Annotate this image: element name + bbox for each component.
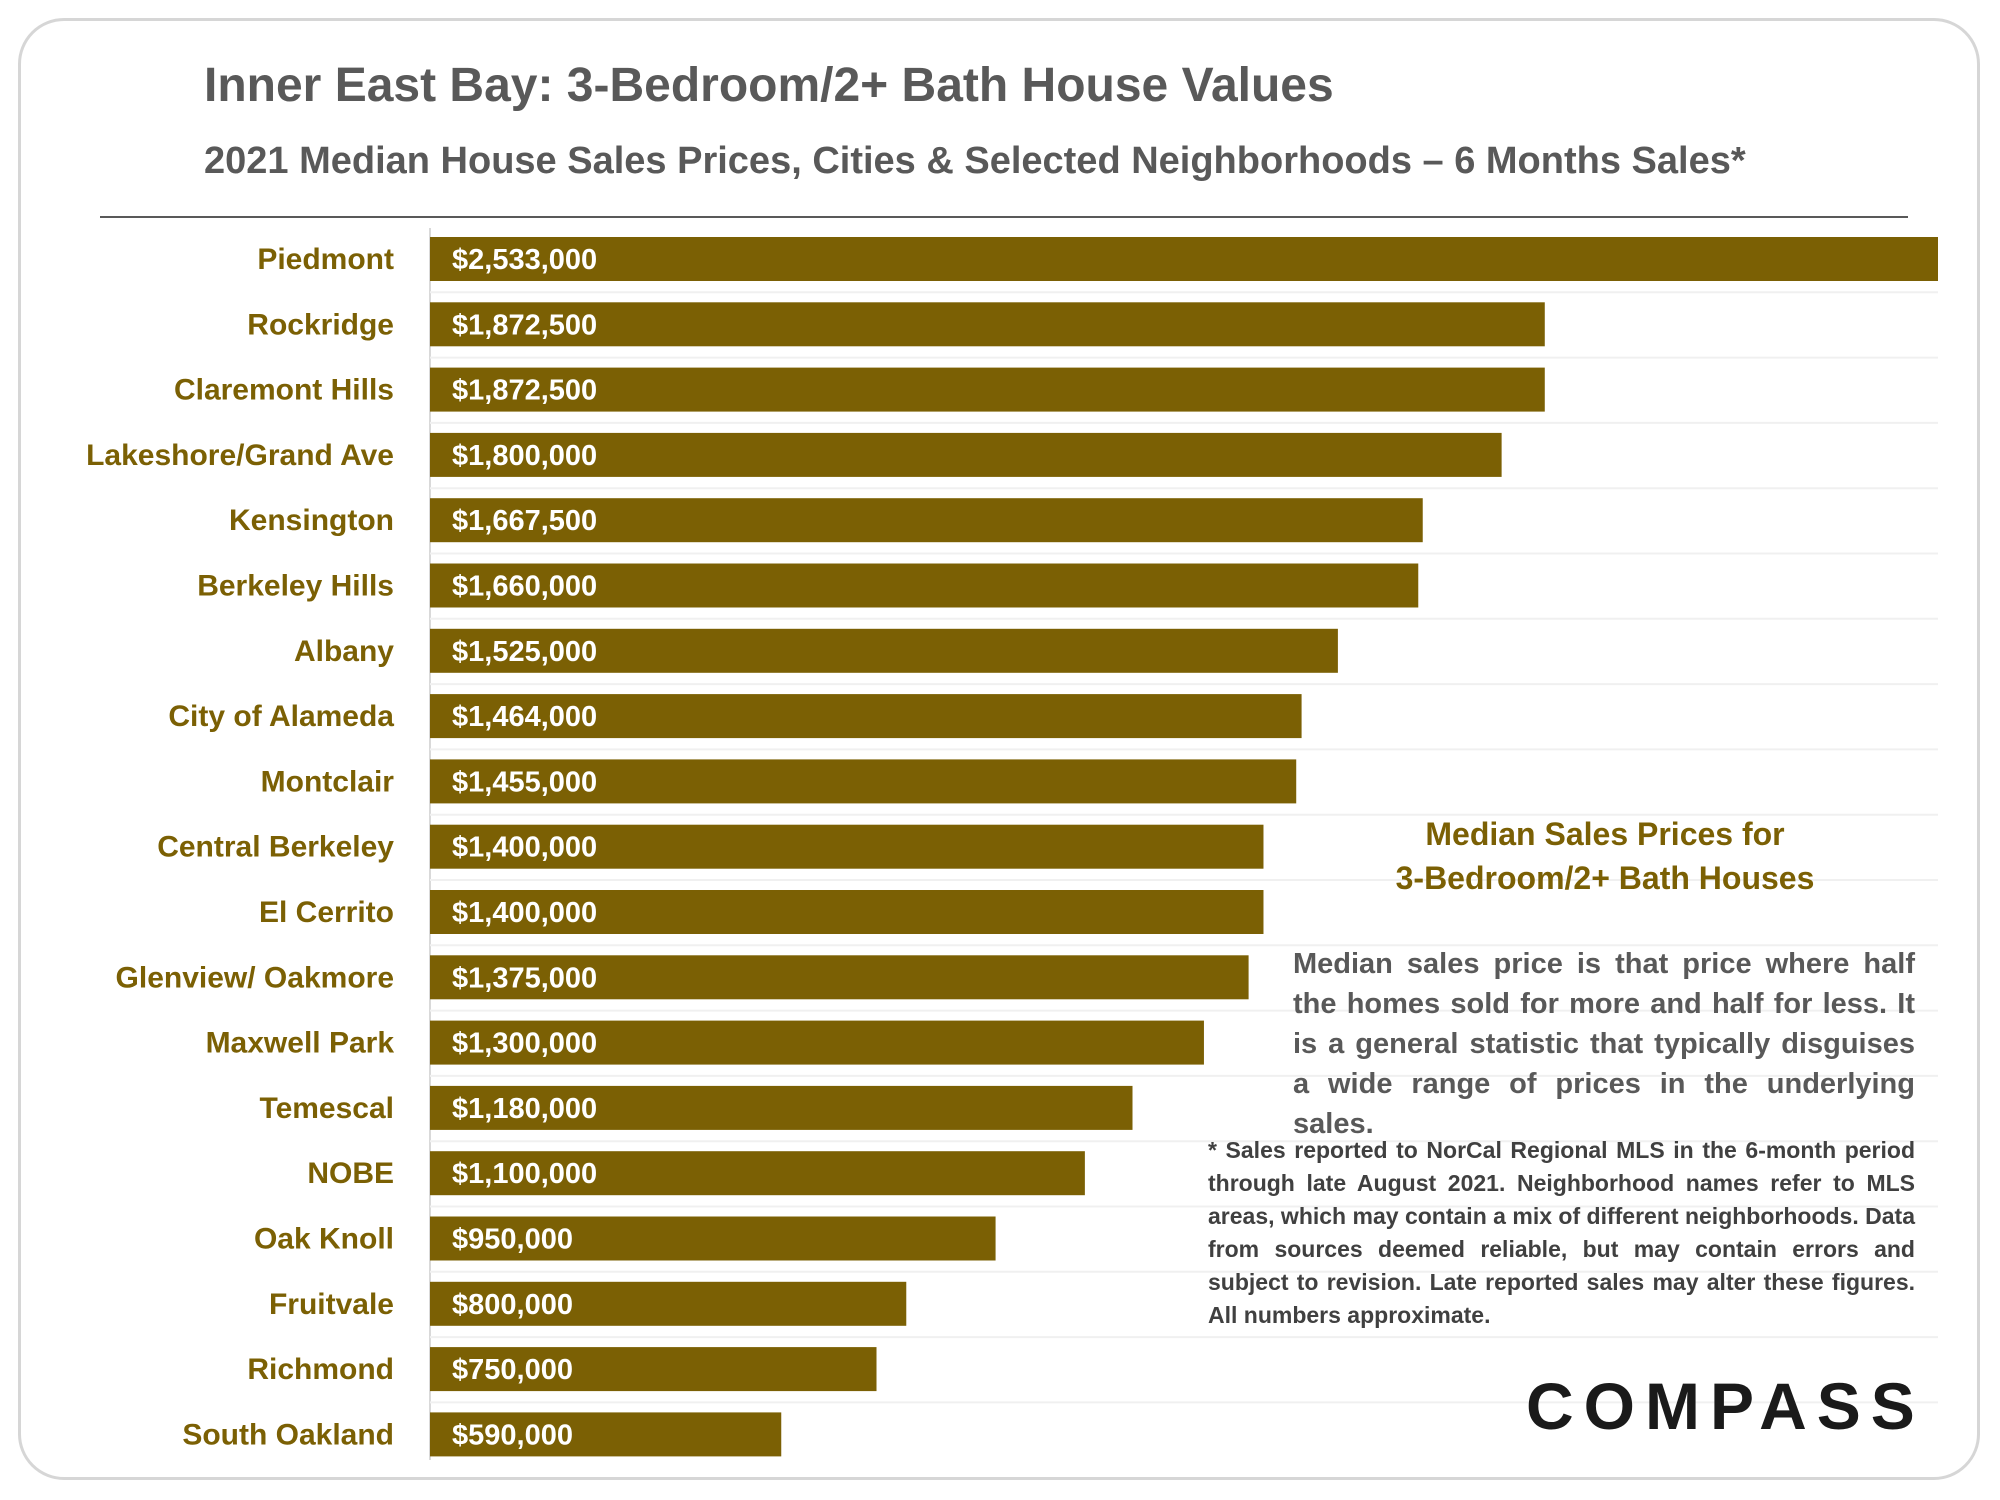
bar-value-label: $1,464,000 <box>452 701 597 733</box>
bar-value-label: $1,400,000 <box>452 832 597 864</box>
bar-value-label: $750,000 <box>452 1354 573 1386</box>
bar-value-label: $2,533,000 <box>452 244 597 276</box>
footnote: * Sales reported to NorCal Regional MLS … <box>1208 1137 1915 1328</box>
category-label: El Cerrito <box>259 896 394 929</box>
category-label: Berkeley Hills <box>197 570 394 603</box>
category-label: Oak Knoll <box>254 1223 394 1256</box>
bar <box>430 498 1423 543</box>
bar <box>430 1020 1204 1065</box>
bar-value-label: $950,000 <box>452 1224 573 1256</box>
annotation-description: Median sales price is that price where h… <box>1293 948 1915 1140</box>
bar <box>430 1151 1085 1196</box>
category-label: City of Alameda <box>168 700 394 733</box>
bar <box>430 1347 877 1392</box>
category-label: Claremont Hills <box>174 374 394 407</box>
category-label: Glenview/ Oakmore <box>116 961 394 994</box>
bar <box>430 302 1545 347</box>
bar <box>430 237 1938 281</box>
annotation-title: Median Sales Prices for 3-Bedroom/2+ Bat… <box>1330 812 1880 900</box>
bar-value-label: $1,455,000 <box>452 766 597 798</box>
bar-value-label: $1,660,000 <box>452 571 597 603</box>
bar-value-label: $800,000 <box>452 1289 573 1321</box>
bar <box>430 824 1264 869</box>
bar-value-label: $1,300,000 <box>452 1028 597 1060</box>
bar-value-label: $1,872,500 <box>452 309 597 341</box>
chart-title: Inner East Bay: 3-Bedroom/2+ Bath House … <box>204 59 1334 112</box>
bar <box>430 432 1502 477</box>
bar <box>430 628 1338 673</box>
bar-value-label: $1,800,000 <box>452 440 597 472</box>
bar-value-label: $1,872,500 <box>452 375 597 407</box>
title-divider <box>100 216 1908 218</box>
annotation-title-line2: 3-Bedroom/2+ Bath Houses <box>1395 860 1815 896</box>
bar-value-label: $1,525,000 <box>452 636 597 668</box>
bar <box>430 694 1302 739</box>
category-label: Richmond <box>247 1353 394 1386</box>
category-label: NOBE <box>307 1157 394 1190</box>
bar <box>430 1281 907 1326</box>
category-label: Piedmont <box>257 243 394 276</box>
bar <box>430 1085 1133 1130</box>
annotation-title-line1: Median Sales Prices for <box>1425 816 1785 852</box>
bar <box>430 367 1545 412</box>
category-label: Lakeshore/Grand Ave <box>86 439 394 472</box>
bar <box>430 759 1297 804</box>
compass-logo: COMPASS <box>1526 1369 1925 1443</box>
category-label: Temescal <box>259 1092 394 1125</box>
bar-value-label: $1,667,500 <box>452 505 597 537</box>
bar <box>430 563 1419 608</box>
chart-subtitle: 2021 Median House Sales Prices, Cities &… <box>204 140 1746 182</box>
category-label: South Oakland <box>182 1418 394 1451</box>
bar-value-label: $590,000 <box>452 1419 573 1451</box>
bar <box>430 955 1249 1000</box>
bar-value-label: $1,180,000 <box>452 1093 597 1125</box>
bar <box>430 1412 782 1457</box>
bar-value-label: $1,100,000 <box>452 1158 597 1190</box>
category-label: Central Berkeley <box>157 831 394 864</box>
category-label: Montclair <box>261 765 395 798</box>
category-label: Fruitvale <box>269 1288 394 1321</box>
bar-value-label: $1,375,000 <box>452 962 597 994</box>
category-label: Maxwell Park <box>206 1027 395 1060</box>
category-label: Rockridge <box>247 308 394 341</box>
bar <box>430 1216 996 1261</box>
bar-value-label: $1,400,000 <box>452 897 597 929</box>
category-label: Kensington <box>229 504 394 537</box>
bar <box>430 890 1264 934</box>
category-label: Albany <box>294 635 394 668</box>
